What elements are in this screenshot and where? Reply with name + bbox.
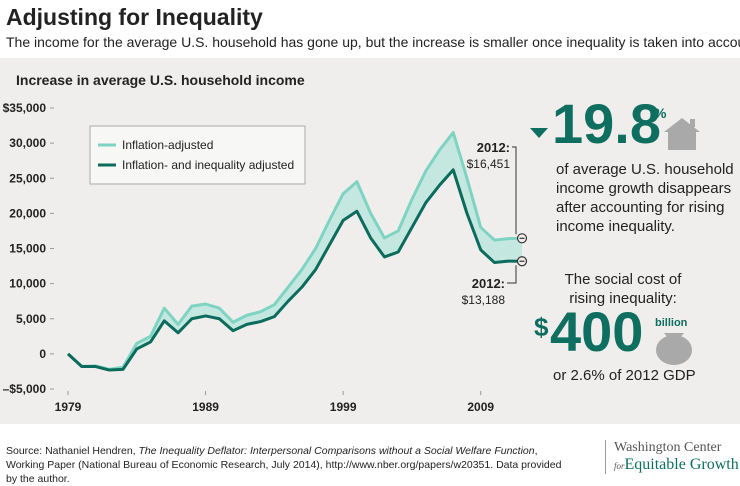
series-line — [66, 131, 523, 371]
y-tick-label: 15,000 — [9, 242, 46, 256]
subtitle: The income for the average U.S. househol… — [6, 34, 740, 50]
logo-for: for — [614, 461, 625, 471]
title: Adjusting for Inequality — [6, 4, 263, 30]
annotation-leader — [512, 146, 517, 235]
y-tick-label: 5,000 — [16, 312, 46, 326]
cost-note: or 2.6% of 2012 GDP — [553, 367, 696, 384]
big-text: of average U.S. household income growth … — [556, 161, 734, 235]
big-unit: % — [654, 105, 667, 121]
source-title: The Inequality Deflator: Interpersonal C… — [138, 445, 535, 457]
money-bag-icon — [656, 333, 692, 365]
annotation-text: $13,188 — [462, 293, 506, 307]
legend-box — [89, 125, 306, 185]
y-tick-label: 30,000 — [9, 136, 46, 150]
y-tick-label: 20,000 — [9, 206, 46, 220]
y-tick-label: 0 — [39, 347, 46, 361]
x-tick-label: 2009 — [467, 400, 494, 414]
source: Source: Nathaniel Hendren, The Inequalit… — [6, 444, 566, 486]
down-arrow — [530, 128, 548, 138]
logo: Washington Center forEquitable Growth — [605, 440, 739, 474]
logo-line1: Washington Center — [614, 440, 722, 455]
source-suffix: , Working Paper (National Bureau of Econ… — [6, 445, 562, 485]
logo-line2: Equitable Growth — [624, 456, 739, 473]
annotation-label: 2012: — [477, 140, 510, 155]
chart-title: Increase in average U.S. household incom… — [16, 72, 305, 88]
series-line — [66, 168, 523, 372]
cost-currency: $ — [534, 312, 549, 342]
annotation-leader — [507, 265, 517, 284]
legend-label: Inflation- and inequality adjusted — [122, 158, 294, 172]
annotation-label: 2012: — [472, 276, 505, 291]
x-tick-label: 1989 — [192, 400, 219, 414]
y-tick-label: 10,000 — [9, 277, 46, 291]
cost-unit: billion — [655, 317, 688, 329]
x-tick-label: 1979 — [55, 400, 82, 414]
y-tick-label: $35,000 — [3, 101, 47, 115]
big-number: 19.8 — [552, 92, 661, 155]
source-prefix: Source: Nathaniel Hendren, — [6, 445, 139, 457]
y-tick-label: –$5,000 — [3, 382, 47, 396]
cost-number: 400 — [550, 300, 644, 363]
cost-text: The social cost of rising inequality: — [564, 271, 682, 307]
annotation-text: $16,451 — [467, 157, 511, 171]
house-icon — [664, 118, 700, 150]
x-tick-label: 1999 — [330, 400, 357, 414]
y-tick-label: 25,000 — [9, 171, 46, 185]
chart-panel — [0, 58, 740, 424]
legend-label: Inflation-adjusted — [122, 138, 213, 152]
